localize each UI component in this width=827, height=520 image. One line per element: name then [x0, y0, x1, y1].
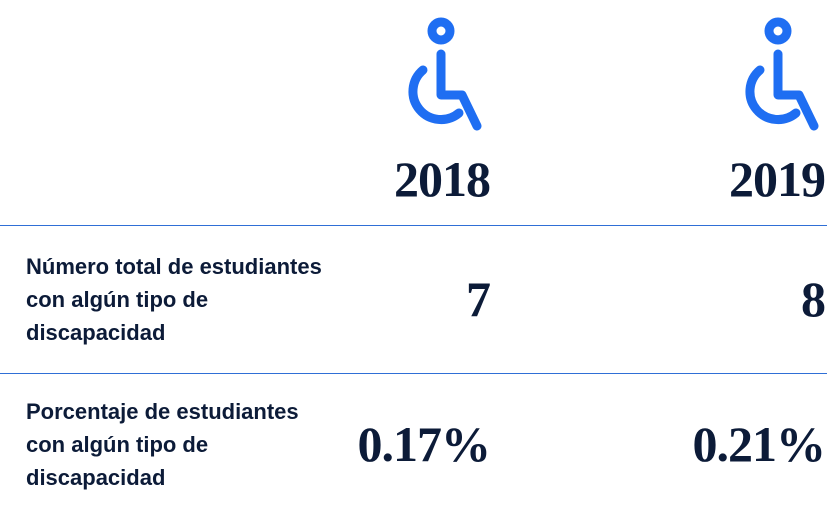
divider — [0, 225, 827, 226]
row-label: Número total de estudiantes con algún ti… — [26, 254, 322, 345]
value: 0.21% — [692, 416, 827, 472]
value: 7 — [466, 271, 491, 327]
wheelchair-icon — [408, 17, 482, 131]
wheelchair-icon — [745, 17, 819, 131]
divider — [0, 373, 827, 374]
value: 0.17% — [357, 416, 492, 472]
value: 8 — [801, 271, 826, 327]
row-label: Porcentaje de estudiantes con algún tipo… — [26, 399, 299, 490]
year-header: 2018 — [394, 151, 491, 207]
year-header: 2019 — [729, 151, 826, 207]
